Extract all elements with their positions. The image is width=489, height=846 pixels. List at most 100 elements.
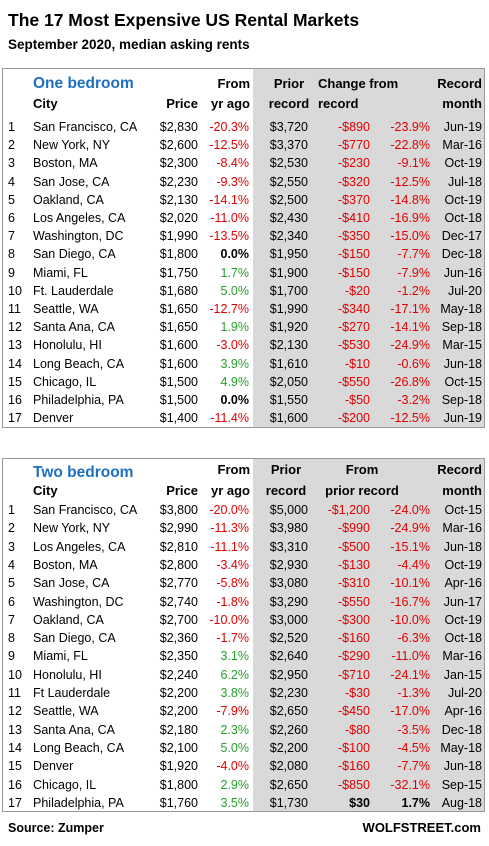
cell: 2 — [8, 138, 15, 153]
cell: 8 — [8, 631, 15, 646]
cell: -$530 — [338, 338, 370, 353]
cell: $1,550 — [269, 393, 308, 407]
cell: -1.7% — [216, 631, 249, 646]
cell: $1,700 — [269, 283, 308, 298]
cell: -7.9% — [216, 704, 249, 719]
cell: 0.0% — [220, 247, 250, 262]
cell: -17.0% — [390, 704, 430, 719]
cell: 5.0% — [220, 283, 250, 298]
cell: -$150 — [338, 265, 370, 280]
cell: -16.9% — [390, 211, 430, 225]
cell: 12 — [8, 704, 22, 719]
cell: San Jose, CA — [33, 174, 110, 189]
cell: 3 — [8, 156, 15, 171]
cell: $2,130 — [269, 338, 308, 353]
cell: Mar-16 — [442, 521, 482, 536]
cell: $1,900 — [269, 265, 308, 280]
cell: Mar-16 — [442, 138, 482, 153]
cell: 16 — [8, 777, 22, 792]
cell: $3,080 — [269, 576, 308, 591]
cell: 3.1% — [220, 649, 250, 664]
cell: -$130 — [338, 557, 370, 572]
cell: Apr-16 — [444, 704, 482, 719]
cell: -15.1% — [390, 539, 430, 554]
cell: 7 — [8, 229, 15, 244]
cell: -$850 — [338, 777, 370, 792]
cell: $2,340 — [269, 229, 308, 244]
cell: $2,240 — [159, 667, 198, 682]
column-header: City — [33, 483, 58, 498]
cell: -$100 — [338, 740, 370, 755]
cell: $3,290 — [269, 594, 308, 609]
cell: $1,500 — [159, 374, 198, 389]
cell: -11.1% — [210, 539, 249, 554]
cell: $2,020 — [159, 211, 198, 225]
column-header: From — [345, 462, 379, 477]
cell: Jun-16 — [443, 265, 482, 280]
cell: Oct-19 — [444, 612, 482, 627]
cell: -12.5% — [390, 174, 430, 189]
cell: -1.2% — [397, 283, 430, 298]
cell: -17.1% — [390, 302, 430, 316]
shaded-region — [253, 458, 484, 812]
cell: Dec-18 — [441, 722, 482, 737]
cell: Denver — [33, 759, 74, 774]
cell: May-18 — [440, 302, 482, 316]
cell: Ft. Lauderdale — [33, 283, 114, 298]
column-header: month — [442, 96, 482, 111]
table-border — [2, 68, 485, 428]
cell: Denver — [33, 411, 74, 426]
cell: $1,600 — [159, 356, 198, 371]
cell: $1,920 — [269, 320, 308, 335]
cell: Dec-18 — [441, 247, 482, 262]
cell: $30 — [349, 795, 370, 810]
cell: Jul-20 — [447, 283, 482, 298]
cell: $1,650 — [159, 320, 198, 335]
cell: 1.9% — [220, 320, 250, 335]
cell: -7.7% — [397, 759, 430, 774]
cell: -10.0% — [390, 612, 430, 627]
cell: -9.1% — [397, 156, 430, 171]
column-header: From — [217, 76, 251, 91]
cell: 5 — [8, 576, 15, 591]
column-header: Prior — [273, 76, 305, 91]
cell: -14.1% — [390, 320, 430, 335]
cell: -9.3% — [216, 174, 249, 189]
cell: $2,260 — [269, 722, 308, 737]
cell: $1,990 — [269, 302, 308, 316]
cell: $2,770 — [159, 576, 198, 591]
cell: Seattle, WA — [33, 302, 99, 316]
cell: Miami, FL — [33, 649, 88, 664]
cell: 3.8% — [220, 686, 250, 700]
cell: $1,750 — [159, 265, 198, 280]
cell: -3.4% — [216, 557, 249, 572]
cell: -$770 — [338, 138, 370, 153]
cell: -$370 — [338, 192, 370, 207]
cell: $1,730 — [269, 795, 308, 810]
cell: $1,600 — [159, 338, 198, 353]
cell: $2,520 — [269, 631, 308, 646]
cell: 8 — [8, 247, 15, 262]
cell: Washington, DC — [33, 229, 124, 244]
cell: -$290 — [338, 649, 370, 664]
column-header: From — [217, 462, 251, 477]
cell: $2,360 — [159, 631, 198, 646]
cell: 14 — [8, 740, 22, 755]
cell: 13 — [8, 722, 22, 737]
column-header: Price — [166, 483, 198, 498]
table-border — [2, 458, 485, 812]
cell: 3 — [8, 539, 15, 554]
cell: Chicago, IL — [33, 777, 97, 792]
subtitle: September 2020, median asking rents — [8, 37, 250, 52]
cell: $2,950 — [269, 667, 308, 682]
cell: -$550 — [338, 594, 370, 609]
cell: 1 — [8, 120, 15, 134]
cell: Jun-19 — [443, 411, 482, 426]
cell: -24.9% — [390, 521, 430, 536]
cell: Oct-18 — [444, 631, 482, 646]
cell: $2,200 — [159, 704, 198, 719]
cell: $1,920 — [159, 759, 198, 774]
cell: 5 — [8, 192, 15, 207]
cell: $2,100 — [159, 740, 198, 755]
